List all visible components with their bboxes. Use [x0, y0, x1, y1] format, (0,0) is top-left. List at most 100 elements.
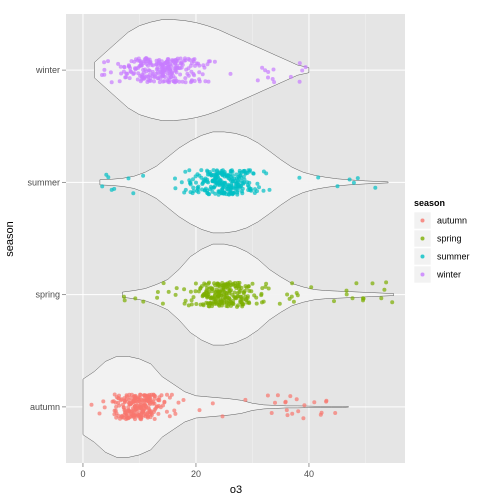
point-spring [285, 292, 290, 297]
point-spring [254, 295, 259, 300]
point-autumn [144, 405, 149, 410]
point-autumn [152, 393, 157, 398]
point-spring [160, 301, 165, 306]
point-spring [208, 301, 213, 305]
point-autumn [265, 393, 270, 398]
point-spring [350, 296, 355, 301]
point-summer [355, 176, 360, 181]
point-winter [102, 67, 107, 72]
x-axis-title: o3 [230, 484, 242, 496]
point-spring [173, 292, 178, 297]
point-autumn [101, 399, 106, 404]
point-winter [132, 71, 137, 76]
point-summer [229, 168, 234, 173]
point-autumn [117, 403, 122, 408]
legend-label-summer: summer [437, 252, 470, 262]
point-spring [233, 281, 237, 285]
point-spring [226, 298, 231, 303]
point-autumn [162, 399, 167, 404]
point-winter [186, 66, 191, 71]
point-autumn [129, 392, 134, 397]
point-autumn [169, 392, 174, 397]
point-spring [344, 292, 349, 297]
x-axis: 0 20 40 [80, 463, 314, 479]
point-summer [112, 186, 117, 191]
point-summer [215, 179, 220, 183]
point-winter [140, 74, 145, 79]
point-autumn [164, 409, 169, 414]
point-winter [159, 70, 164, 74]
point-autumn [284, 408, 289, 413]
point-autumn [319, 410, 324, 415]
point-winter [189, 69, 194, 74]
point-summer [253, 187, 257, 192]
point-winter [128, 66, 133, 71]
point-winter [158, 73, 163, 78]
legend-label-autumn: autumn [437, 216, 467, 226]
point-winter [138, 59, 143, 64]
x-tick-label: 20 [191, 469, 201, 479]
point-winter [266, 75, 270, 80]
point-summer [195, 172, 200, 177]
point-autumn [275, 393, 280, 398]
point-summer [209, 173, 214, 178]
point-winter [186, 56, 191, 61]
point-spring [186, 303, 191, 308]
point-spring [198, 302, 203, 307]
point-spring [260, 300, 264, 305]
point-winter [189, 79, 194, 84]
point-summer [257, 185, 261, 190]
point-winter [146, 58, 150, 63]
point-summer [200, 180, 205, 185]
point-spring [204, 293, 209, 298]
point-spring [245, 300, 250, 305]
point-spring [193, 289, 198, 294]
point-winter [128, 69, 133, 74]
point-autumn [116, 396, 121, 401]
violins [82, 19, 394, 458]
point-spring [295, 293, 300, 298]
point-winter [108, 70, 113, 75]
point-winter [132, 59, 137, 64]
point-summer [216, 189, 221, 194]
point-summer [205, 177, 210, 182]
point-autumn [146, 399, 151, 404]
point-autumn [97, 411, 102, 416]
point-autumn [136, 413, 141, 418]
point-spring [213, 293, 217, 298]
point-summer [183, 187, 188, 192]
point-winter [161, 74, 166, 78]
point-spring [133, 296, 138, 301]
x-tick-label: 0 [80, 469, 85, 479]
point-spring [354, 281, 359, 286]
point-autumn [132, 399, 137, 404]
point-autumn [132, 410, 136, 415]
point-autumn [273, 400, 277, 405]
point-autumn [89, 402, 94, 407]
point-summer [183, 169, 188, 174]
point-summer [226, 176, 231, 181]
point-winter [206, 79, 211, 84]
point-summer [335, 184, 340, 189]
point-autumn [243, 397, 248, 402]
point-summer [195, 185, 200, 190]
point-winter [122, 65, 127, 70]
point-summer [191, 177, 195, 182]
point-winter [144, 69, 149, 74]
point-summer [194, 188, 199, 193]
point-autumn [290, 411, 295, 416]
point-winter [263, 68, 268, 73]
point-summer [347, 177, 352, 182]
point-summer [316, 175, 321, 180]
point-spring [216, 294, 221, 299]
point-autumn [111, 399, 116, 404]
point-summer [131, 191, 136, 196]
point-winter [177, 79, 182, 84]
point-winter [164, 60, 169, 64]
point-spring [204, 300, 209, 305]
point-winter [178, 72, 183, 77]
point-winter [186, 73, 191, 78]
point-winter [162, 79, 167, 84]
point-autumn [172, 408, 177, 413]
point-winter [141, 67, 146, 72]
